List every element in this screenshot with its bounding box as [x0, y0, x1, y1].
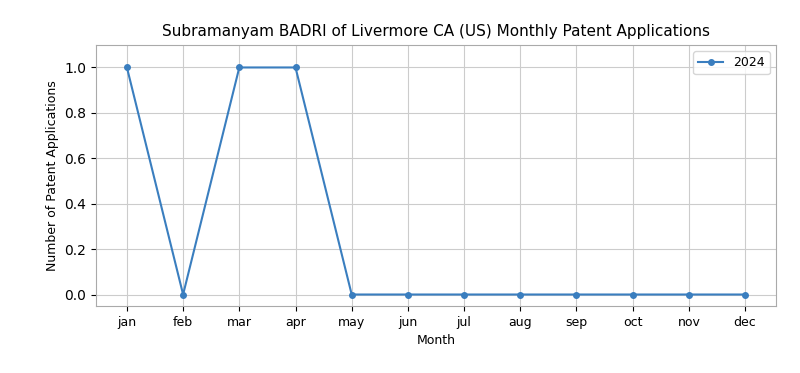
2024: [122, 65, 132, 70]
2024: [684, 292, 694, 297]
2024: [234, 65, 244, 70]
Line: 2024: 2024: [124, 65, 748, 297]
X-axis label: Month: Month: [417, 334, 455, 347]
Legend: 2024: 2024: [693, 51, 770, 74]
2024: [290, 65, 300, 70]
2024: [347, 292, 357, 297]
2024: [572, 292, 582, 297]
2024: [628, 292, 638, 297]
Y-axis label: Number of Patent Applications: Number of Patent Applications: [46, 80, 58, 271]
2024: [515, 292, 525, 297]
2024: [740, 292, 750, 297]
Title: Subramanyam BADRI of Livermore CA (US) Monthly Patent Applications: Subramanyam BADRI of Livermore CA (US) M…: [162, 24, 710, 40]
2024: [459, 292, 469, 297]
2024: [178, 292, 188, 297]
2024: [403, 292, 413, 297]
